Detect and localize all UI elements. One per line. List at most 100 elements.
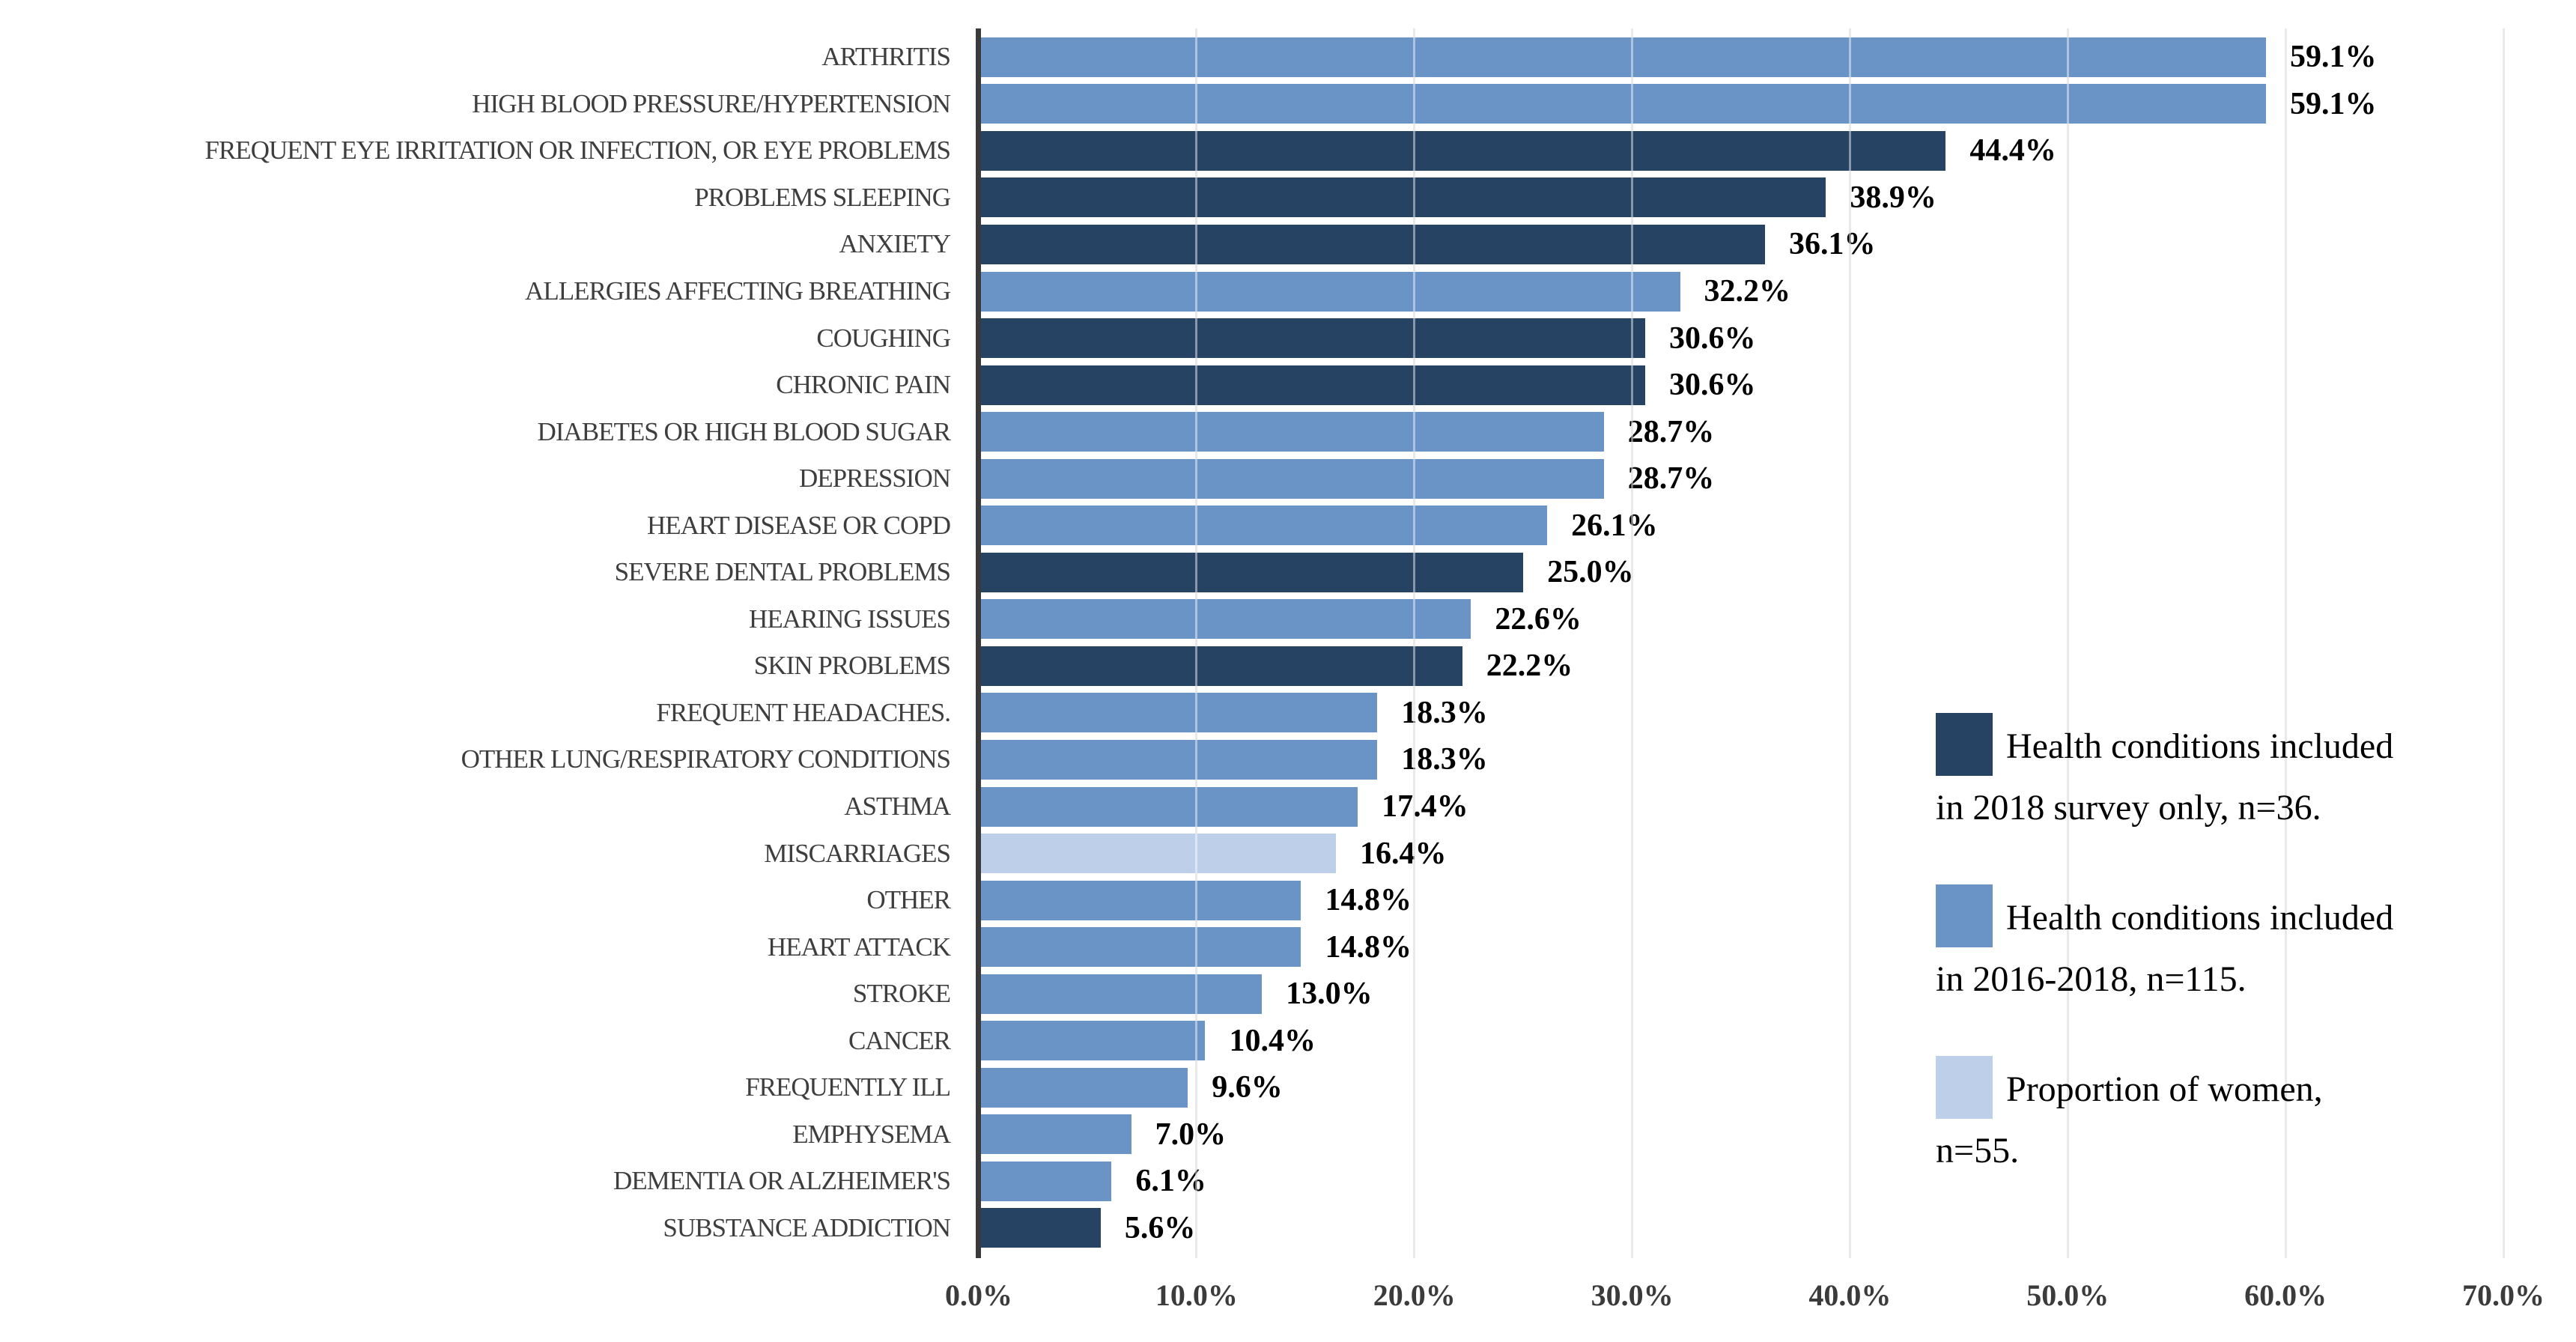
bar-cell: 22.6% [979, 596, 2503, 643]
gridline-70.0% [2502, 28, 2505, 1258]
bar-row: DEPRESSION 28.7% [0, 455, 2503, 503]
bar-row: HEART DISEASE OR COPD 26.1% [0, 502, 2503, 549]
bar-row: CHRONIC PAIN 30.6% [0, 362, 2503, 409]
bar [979, 1067, 1188, 1108]
gridline-overlay-20.0% [1413, 28, 1416, 1258]
bar-row: HIGH BLOOD PRESSURE/HYPERTENSION 59.1% [0, 81, 2503, 128]
legend-swatch-survey20162018 [1936, 884, 1993, 948]
category-label: ARTHRITIS [821, 42, 951, 72]
value-label: 10.4% [1229, 1023, 1316, 1058]
category-label: ASTHMA [844, 792, 951, 822]
legend-text: in 2016-2018, n=115. [1936, 959, 2247, 999]
bar [979, 693, 1378, 733]
bar-row: FREQUENTLY ILL 9.6% [0, 1064, 2503, 1111]
bar-row: ARTHRITIS 59.1% [0, 34, 2503, 81]
x-axis-tick: 30.0% [1591, 1278, 1674, 1312]
bar-cell: 7.0% [979, 1111, 2503, 1159]
category-label: COUGHING [816, 323, 951, 353]
value-label: 44.4% [1969, 133, 2056, 168]
bar [979, 880, 1301, 920]
bar [979, 37, 2266, 77]
bar-cell: 13.0% [979, 971, 2503, 1018]
x-axis-tick: 10.0% [1155, 1278, 1238, 1312]
legend-swatch-women [1936, 1056, 1993, 1120]
category-label: HEARING ISSUES [749, 604, 951, 634]
legend-text: Health conditions included [2006, 726, 2394, 766]
value-label: 30.6% [1669, 321, 1756, 356]
x-axis: 0.0% 10.0% 20.0% 30.0% 40.0% 50.0% 60.0% 70.0% [945, 1278, 2545, 1323]
category-label: DEPRESSION [799, 464, 951, 494]
bar-row: OTHER LUNG/RESPIRATORY CONDITIONS 18.3% [0, 736, 2503, 783]
chart-legend: Health conditions included in 2018 survey… [1936, 713, 2542, 1228]
bar-cell: 6.1% [979, 1158, 2503, 1205]
gridline-overlay-30.0% [1631, 28, 1634, 1258]
value-label: 5.6% [1124, 1210, 1196, 1245]
bar-cell: 16.4% [979, 830, 2503, 877]
legend-entry-survey2018: Health conditions included in 2018 survey… [1936, 713, 2542, 838]
bar-cell: 59.1% [979, 34, 2503, 81]
bar-row: SEVERE DENTAL PROBLEMS 25.0% [0, 549, 2503, 596]
bar-row: PROBLEMS SLEEPING 38.9% [0, 174, 2503, 222]
bar-row: OTHER 14.8% [0, 877, 2503, 924]
gridline-overlay-60.0% [2284, 28, 2287, 1258]
bar [979, 786, 1358, 827]
bar-cell: 36.1% [979, 221, 2503, 268]
bar-cell: 28.7% [979, 408, 2503, 455]
bar-cell: 5.6% [979, 1205, 2503, 1252]
legend-text: Health conditions included [2006, 898, 2394, 938]
bar-row: SKIN PROBLEMS 22.2% [0, 643, 2503, 690]
bar-row: STROKE 13.0% [0, 971, 2503, 1018]
bar-cell: 10.4% [979, 1017, 2503, 1064]
bar-cell: 22.2% [979, 643, 2503, 690]
gridline-40.0% [1848, 28, 1851, 1258]
bar [979, 177, 1826, 218]
value-label: 9.6% [1212, 1070, 1283, 1105]
bar-cell: 26.1% [979, 502, 2503, 549]
gridline-overlay-70.0% [2502, 28, 2505, 1258]
bar-row: HEART ATTACK 14.8% [0, 923, 2503, 971]
gridline-overlay-40.0% [1848, 28, 1851, 1258]
gridline-60.0% [2284, 28, 2287, 1258]
bar [979, 599, 1471, 640]
bar [979, 552, 1524, 592]
value-label: 22.2% [1486, 649, 1573, 684]
value-label: 32.2% [1704, 274, 1791, 309]
value-label: 59.1% [2289, 40, 2377, 75]
bar-row: EMPHYSEMA 7.0% [0, 1111, 2503, 1159]
bar [979, 1208, 1101, 1248]
category-label: DEMENTIA OR ALZHEIMER'S [613, 1166, 951, 1196]
bar [979, 974, 1263, 1014]
bar-row: ASTHMA 17.4% [0, 783, 2503, 831]
bar-row: FREQUENT HEADACHES. 18.3% [0, 690, 2503, 737]
bar-cell: 38.9% [979, 174, 2503, 222]
value-label: 7.0% [1155, 1117, 1227, 1152]
bar [979, 365, 1646, 405]
bar [979, 1161, 1112, 1201]
category-label: OTHER LUNG/RESPIRATORY CONDITIONS [461, 744, 951, 774]
bar [979, 318, 1646, 359]
category-label: OTHER [866, 885, 951, 915]
x-axis-tick: 70.0% [2462, 1278, 2545, 1312]
category-label: SKIN PROBLEMS [753, 651, 951, 681]
bar-row: FREQUENT EYE IRRITATION OR INFECTION, OR… [0, 127, 2503, 174]
bar [979, 1114, 1131, 1155]
value-label: 14.8% [1325, 883, 1412, 918]
value-label: 13.0% [1286, 977, 1373, 1012]
x-axis-tick: 50.0% [2026, 1278, 2109, 1312]
category-label: MISCARRIAGES [764, 838, 951, 868]
x-axis-tick: 60.0% [2244, 1278, 2327, 1312]
value-label: 30.6% [1669, 368, 1756, 403]
bar-cell: 30.6% [979, 362, 2503, 409]
bar-cell: 9.6% [979, 1064, 2503, 1111]
category-label: ALLERGIES AFFECTING BREATHING [525, 276, 951, 306]
bar [979, 739, 1378, 780]
bar [979, 505, 1548, 546]
bar-cell: 25.0% [979, 549, 2503, 596]
category-label: HIGH BLOOD PRESSURE/HYPERTENSION [472, 88, 951, 118]
value-label: 59.1% [2289, 86, 2377, 121]
value-label: 36.1% [1788, 227, 1876, 262]
bar-cell: 32.2% [979, 268, 2503, 315]
bar-row: MISCARRIAGES 16.4% [0, 830, 2503, 877]
category-label: PROBLEMS SLEEPING [694, 182, 951, 212]
gridline-overlay-10.0% [1195, 28, 1198, 1258]
